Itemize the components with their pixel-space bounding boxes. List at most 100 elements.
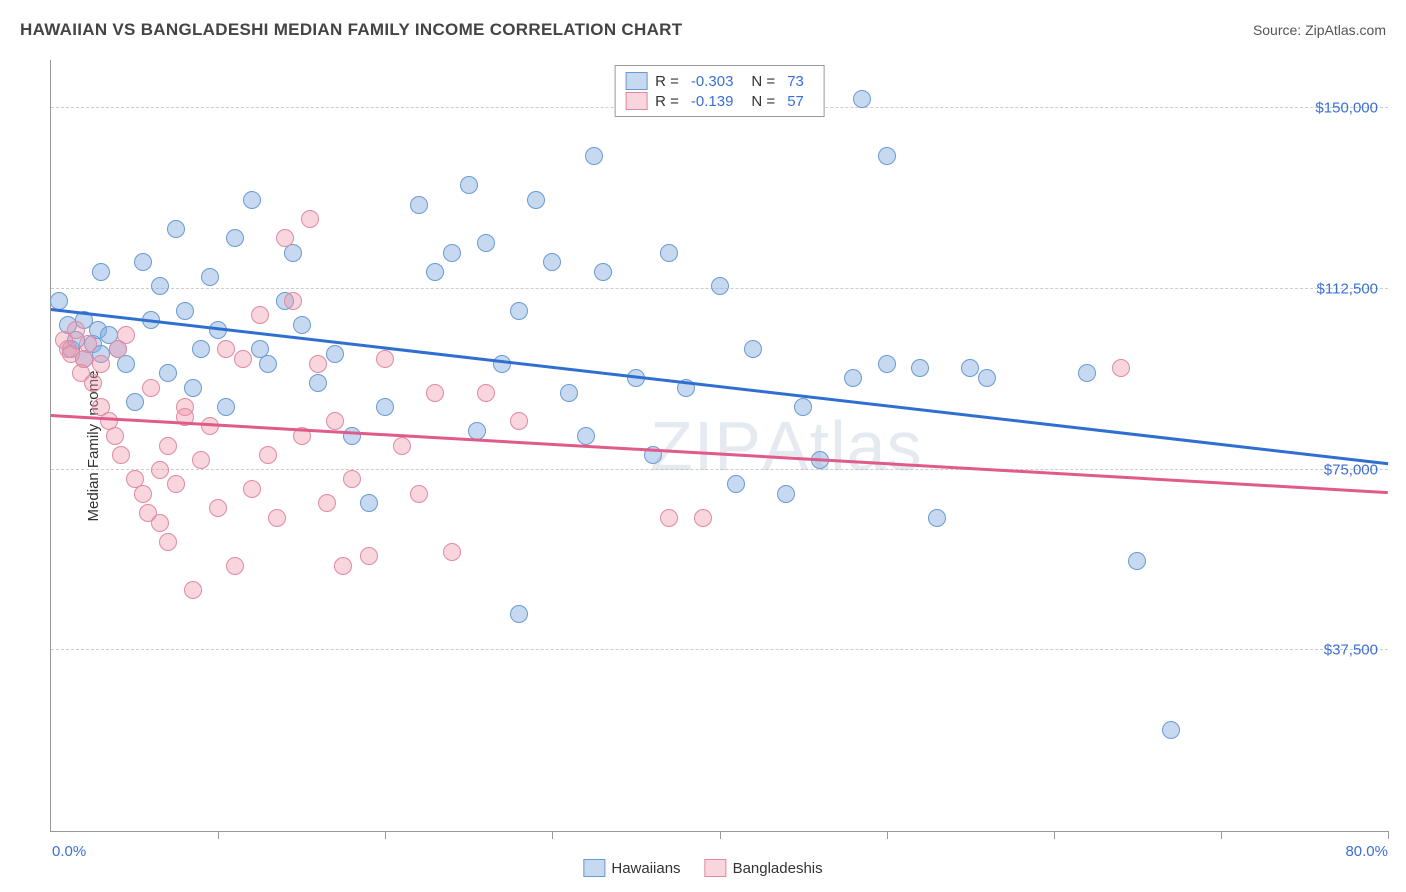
data-point	[184, 581, 202, 599]
legend-r-value: -0.139	[691, 93, 734, 110]
data-point	[92, 263, 110, 281]
data-point	[594, 263, 612, 281]
data-point	[192, 340, 210, 358]
source-label: Source: ZipAtlas.com	[1253, 22, 1386, 38]
data-point	[243, 191, 261, 209]
y-tick-label: $37,500	[1324, 642, 1378, 659]
data-point	[217, 398, 235, 416]
data-point	[226, 557, 244, 575]
y-tick-label: $112,500	[1317, 280, 1378, 297]
data-point	[393, 437, 411, 455]
data-point	[744, 340, 762, 358]
data-point	[376, 350, 394, 368]
data-point	[560, 384, 578, 402]
data-point	[376, 398, 394, 416]
x-tick	[1388, 831, 1389, 839]
data-point	[117, 326, 135, 344]
data-point	[251, 306, 269, 324]
data-point	[106, 427, 124, 445]
data-point	[410, 485, 428, 503]
data-point	[853, 90, 871, 108]
swatch-icon	[625, 72, 647, 90]
watermark-thin: Atlas	[762, 407, 923, 485]
data-point	[167, 220, 185, 238]
x-tick	[552, 831, 553, 839]
x-tick	[720, 831, 721, 839]
data-point	[159, 364, 177, 382]
data-point	[426, 384, 444, 402]
y-tick-label: $75,000	[1324, 461, 1378, 478]
data-point	[443, 543, 461, 561]
chart-title: HAWAIIAN VS BANGLADESHI MEDIAN FAMILY IN…	[20, 20, 682, 40]
data-point	[844, 369, 862, 387]
plot-area: ZIPAtlas R = -0.303 N = 73 R = -0.139 N …	[50, 60, 1388, 832]
data-point	[1078, 364, 1096, 382]
swatch-icon	[705, 859, 727, 877]
data-point	[961, 359, 979, 377]
data-point	[217, 340, 235, 358]
swatch-icon	[583, 859, 605, 877]
legend-n-value: 73	[787, 73, 804, 90]
data-point	[151, 514, 169, 532]
data-point	[660, 244, 678, 262]
legend-n-label: N =	[751, 73, 775, 90]
gridline	[51, 469, 1388, 470]
data-point	[585, 147, 603, 165]
data-point	[878, 355, 896, 373]
data-point	[167, 475, 185, 493]
data-point	[1128, 552, 1146, 570]
legend-label: Bangladeshis	[733, 860, 823, 877]
data-point	[343, 470, 361, 488]
data-point	[928, 509, 946, 527]
data-point	[477, 234, 495, 252]
legend-item-bangladeshis: Bangladeshis	[705, 859, 823, 877]
data-point	[226, 229, 244, 247]
data-point	[79, 335, 97, 353]
series-legend: Hawaiians Bangladeshis	[583, 859, 822, 877]
data-point	[543, 253, 561, 271]
data-point	[276, 229, 294, 247]
x-tick	[887, 831, 888, 839]
data-point	[326, 345, 344, 363]
data-point	[151, 461, 169, 479]
data-point	[410, 196, 428, 214]
x-axis-min-label: 0.0%	[52, 843, 86, 860]
data-point	[126, 393, 144, 411]
data-point	[711, 277, 729, 295]
data-point	[259, 355, 277, 373]
legend-row-bangladeshis: R = -0.139 N = 57	[625, 92, 814, 110]
data-point	[309, 374, 327, 392]
x-tick	[1054, 831, 1055, 839]
data-point	[1112, 359, 1130, 377]
data-point	[192, 451, 210, 469]
legend-row-hawaiians: R = -0.303 N = 73	[625, 72, 814, 90]
legend-label: Hawaiians	[611, 860, 680, 877]
data-point	[577, 427, 595, 445]
legend-n-value: 57	[787, 93, 804, 110]
data-point	[293, 316, 311, 334]
data-point	[112, 446, 130, 464]
data-point	[460, 176, 478, 194]
data-point	[92, 355, 110, 373]
data-point	[360, 547, 378, 565]
data-point	[176, 302, 194, 320]
x-tick	[1221, 831, 1222, 839]
trend-line	[51, 308, 1388, 465]
correlation-legend: R = -0.303 N = 73 R = -0.139 N = 57	[614, 65, 825, 117]
watermark: ZIPAtlas	[650, 406, 923, 486]
data-point	[334, 557, 352, 575]
data-point	[694, 509, 712, 527]
data-point	[794, 398, 812, 416]
y-tick-label: $150,000	[1315, 100, 1378, 117]
data-point	[510, 412, 528, 430]
data-point	[426, 263, 444, 281]
x-tick	[218, 831, 219, 839]
swatch-icon	[625, 92, 647, 110]
legend-item-hawaiians: Hawaiians	[583, 859, 680, 877]
data-point	[493, 355, 511, 373]
x-axis-max-label: 80.0%	[1345, 843, 1388, 860]
data-point	[318, 494, 336, 512]
data-point	[326, 412, 344, 430]
legend-n-label: N =	[751, 93, 775, 110]
data-point	[727, 475, 745, 493]
